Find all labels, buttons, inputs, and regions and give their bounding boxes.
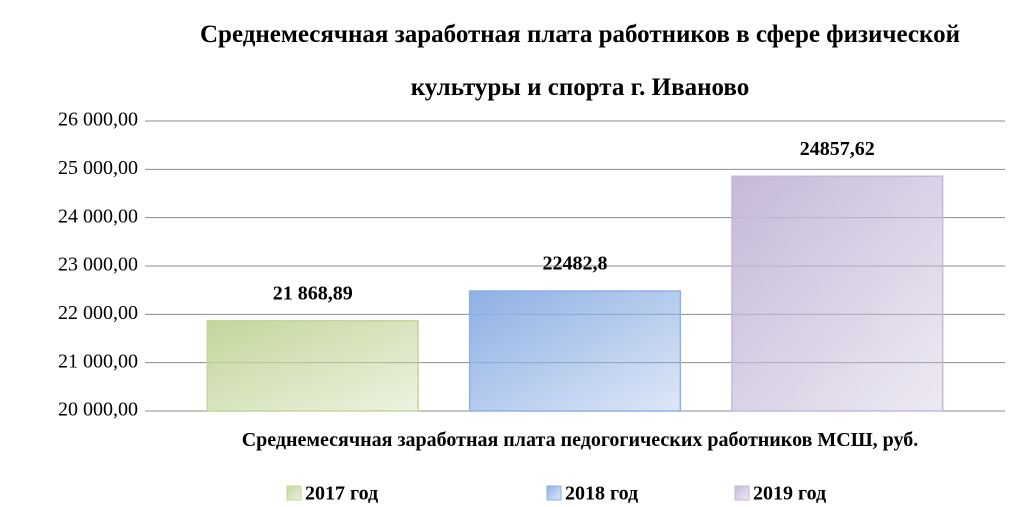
x-tick-label: Среднемесячная заработная плата педогоги… (241, 429, 919, 451)
y-tick-label: 22 000,00 (58, 302, 138, 324)
y-tick-label: 21 000,00 (58, 350, 138, 372)
chart-title: Среднемесячная заработная плата работник… (200, 21, 960, 101)
legend-label: 2019 год (753, 483, 826, 505)
y-tick-label: 23 000,00 (58, 254, 138, 276)
data-label: 22482,8 (543, 253, 608, 275)
data-label: 21 868,89 (273, 282, 353, 304)
y-tick-label: 25 000,00 (58, 157, 138, 179)
y-tick-label: 26 000,00 (58, 109, 138, 131)
legend-swatch (546, 485, 562, 501)
legend-label: 2018 год (565, 483, 638, 505)
legend-label: 2017 год (305, 483, 378, 505)
bar (206, 319, 419, 412)
bar (468, 290, 682, 412)
y-tick-label: 20 000,00 (58, 399, 138, 421)
data-label: 24857,62 (800, 138, 875, 160)
legend-swatch (734, 485, 750, 501)
bar (731, 175, 944, 412)
y-tick-label: 24 000,00 (58, 205, 138, 227)
legend-swatch (286, 485, 302, 501)
